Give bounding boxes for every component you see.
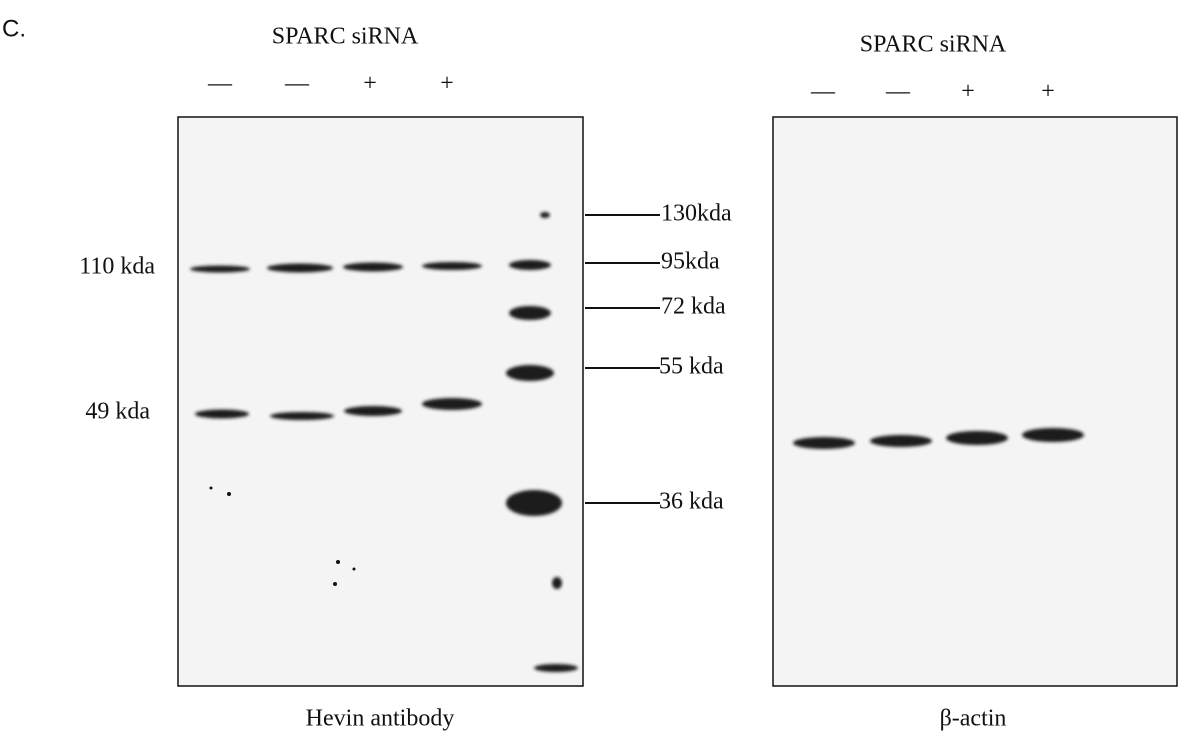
figure: C. SPARC siRNA — — + + 110 kda 49 kda 13… bbox=[0, 0, 1180, 738]
panel-label: C. bbox=[2, 15, 26, 42]
blot-title: SPARC siRNA bbox=[272, 24, 419, 50]
lane-label: — bbox=[885, 79, 911, 105]
blot-membrane bbox=[178, 117, 583, 686]
band-label: 49 kda bbox=[85, 399, 150, 425]
blot-membrane bbox=[773, 117, 1177, 686]
band-label: 110 kda bbox=[79, 254, 155, 280]
blot-title: SPARC siRNA bbox=[860, 32, 1007, 58]
lane-label: + bbox=[1041, 79, 1055, 105]
lane-label: + bbox=[961, 79, 975, 105]
marker-label: 36 kda bbox=[659, 489, 724, 515]
lane-label: — bbox=[284, 71, 310, 97]
lane-label: — bbox=[207, 71, 233, 97]
blot-caption: Hevin antibody bbox=[306, 706, 455, 732]
marker-label: 55 kda bbox=[659, 354, 724, 380]
marker-label: 95kda bbox=[661, 249, 720, 275]
lane-label: + bbox=[363, 71, 377, 97]
lane-label: — bbox=[810, 79, 836, 105]
marker-label: 72 kda bbox=[661, 294, 726, 320]
marker-label: 130kda bbox=[661, 201, 732, 227]
lane-label: + bbox=[440, 71, 454, 97]
blot-caption: β-actin bbox=[940, 706, 1007, 732]
